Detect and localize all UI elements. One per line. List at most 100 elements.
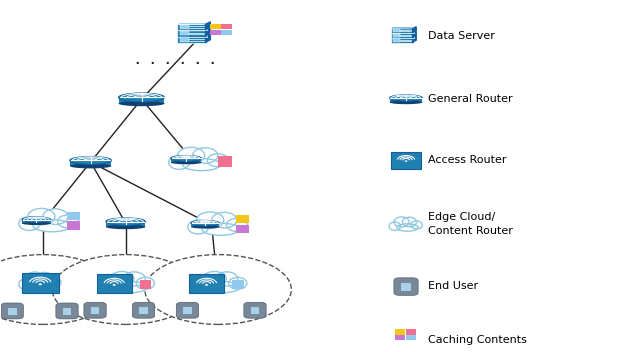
Text: Content Router: Content Router: [428, 226, 513, 236]
Ellipse shape: [70, 164, 111, 168]
FancyBboxPatch shape: [236, 225, 248, 233]
Text: General Router: General Router: [428, 94, 513, 104]
Ellipse shape: [145, 254, 291, 325]
FancyBboxPatch shape: [179, 23, 205, 24]
Text: Access Router: Access Router: [428, 155, 507, 165]
Ellipse shape: [29, 281, 56, 291]
Ellipse shape: [177, 147, 205, 164]
Ellipse shape: [191, 220, 220, 226]
Ellipse shape: [195, 279, 213, 291]
Ellipse shape: [28, 208, 55, 225]
FancyBboxPatch shape: [97, 274, 132, 294]
Ellipse shape: [70, 156, 111, 164]
FancyBboxPatch shape: [180, 25, 189, 29]
FancyBboxPatch shape: [177, 24, 207, 30]
FancyBboxPatch shape: [140, 281, 151, 289]
Ellipse shape: [106, 218, 145, 225]
FancyBboxPatch shape: [221, 30, 232, 35]
FancyBboxPatch shape: [406, 335, 415, 340]
FancyBboxPatch shape: [390, 152, 422, 169]
FancyBboxPatch shape: [139, 307, 148, 314]
Ellipse shape: [183, 158, 220, 171]
Ellipse shape: [227, 218, 247, 231]
FancyBboxPatch shape: [119, 98, 164, 104]
Polygon shape: [412, 36, 416, 42]
Ellipse shape: [212, 212, 237, 228]
Circle shape: [205, 284, 208, 286]
Ellipse shape: [52, 254, 199, 325]
FancyBboxPatch shape: [391, 33, 413, 38]
FancyBboxPatch shape: [396, 335, 405, 340]
Ellipse shape: [171, 156, 202, 161]
FancyBboxPatch shape: [176, 302, 198, 318]
Polygon shape: [205, 34, 211, 42]
Circle shape: [113, 284, 116, 286]
FancyBboxPatch shape: [211, 24, 221, 29]
Polygon shape: [205, 22, 211, 30]
FancyBboxPatch shape: [67, 221, 80, 230]
Ellipse shape: [46, 277, 61, 288]
FancyBboxPatch shape: [251, 307, 259, 314]
Ellipse shape: [196, 212, 224, 228]
Ellipse shape: [36, 272, 54, 285]
FancyBboxPatch shape: [392, 32, 412, 33]
FancyBboxPatch shape: [106, 222, 145, 227]
FancyBboxPatch shape: [180, 37, 189, 42]
Ellipse shape: [22, 217, 51, 222]
Ellipse shape: [207, 282, 240, 293]
Ellipse shape: [202, 271, 227, 286]
FancyBboxPatch shape: [391, 28, 413, 33]
FancyBboxPatch shape: [179, 29, 205, 31]
Ellipse shape: [0, 254, 116, 325]
FancyBboxPatch shape: [392, 27, 412, 29]
Ellipse shape: [207, 154, 228, 167]
FancyBboxPatch shape: [211, 30, 221, 35]
FancyBboxPatch shape: [393, 29, 400, 32]
Ellipse shape: [25, 272, 44, 285]
FancyBboxPatch shape: [218, 156, 232, 166]
FancyBboxPatch shape: [221, 24, 232, 29]
Ellipse shape: [193, 148, 218, 163]
Text: Data Server: Data Server: [428, 31, 495, 41]
FancyBboxPatch shape: [390, 98, 422, 102]
FancyBboxPatch shape: [177, 36, 207, 43]
FancyBboxPatch shape: [1, 303, 24, 319]
Text: End User: End User: [428, 281, 479, 291]
Circle shape: [404, 161, 408, 162]
Ellipse shape: [397, 224, 418, 231]
Ellipse shape: [191, 225, 220, 228]
FancyBboxPatch shape: [189, 274, 224, 294]
FancyBboxPatch shape: [22, 273, 59, 293]
FancyBboxPatch shape: [180, 31, 189, 36]
FancyBboxPatch shape: [406, 329, 415, 334]
FancyBboxPatch shape: [394, 278, 418, 295]
FancyBboxPatch shape: [191, 223, 220, 227]
Text: · · · · · ·: · · · · · ·: [134, 57, 216, 70]
FancyBboxPatch shape: [393, 34, 400, 37]
FancyBboxPatch shape: [393, 38, 400, 42]
FancyBboxPatch shape: [232, 281, 244, 289]
Ellipse shape: [124, 272, 145, 286]
Text: Edge Cloud/: Edge Cloud/: [428, 212, 495, 222]
FancyBboxPatch shape: [84, 302, 106, 318]
Ellipse shape: [202, 223, 239, 235]
Ellipse shape: [115, 282, 148, 293]
Ellipse shape: [171, 161, 202, 164]
Ellipse shape: [33, 220, 70, 232]
Ellipse shape: [19, 279, 34, 290]
FancyBboxPatch shape: [22, 220, 51, 224]
FancyBboxPatch shape: [177, 30, 207, 37]
FancyBboxPatch shape: [244, 302, 266, 318]
Ellipse shape: [228, 277, 247, 289]
Ellipse shape: [411, 221, 422, 229]
FancyBboxPatch shape: [56, 303, 78, 319]
Ellipse shape: [216, 272, 237, 286]
Polygon shape: [412, 31, 416, 37]
FancyBboxPatch shape: [132, 302, 155, 318]
Ellipse shape: [118, 101, 164, 106]
FancyBboxPatch shape: [171, 158, 202, 163]
Ellipse shape: [394, 217, 409, 227]
Circle shape: [38, 283, 42, 285]
FancyBboxPatch shape: [67, 212, 80, 220]
FancyBboxPatch shape: [401, 283, 411, 291]
